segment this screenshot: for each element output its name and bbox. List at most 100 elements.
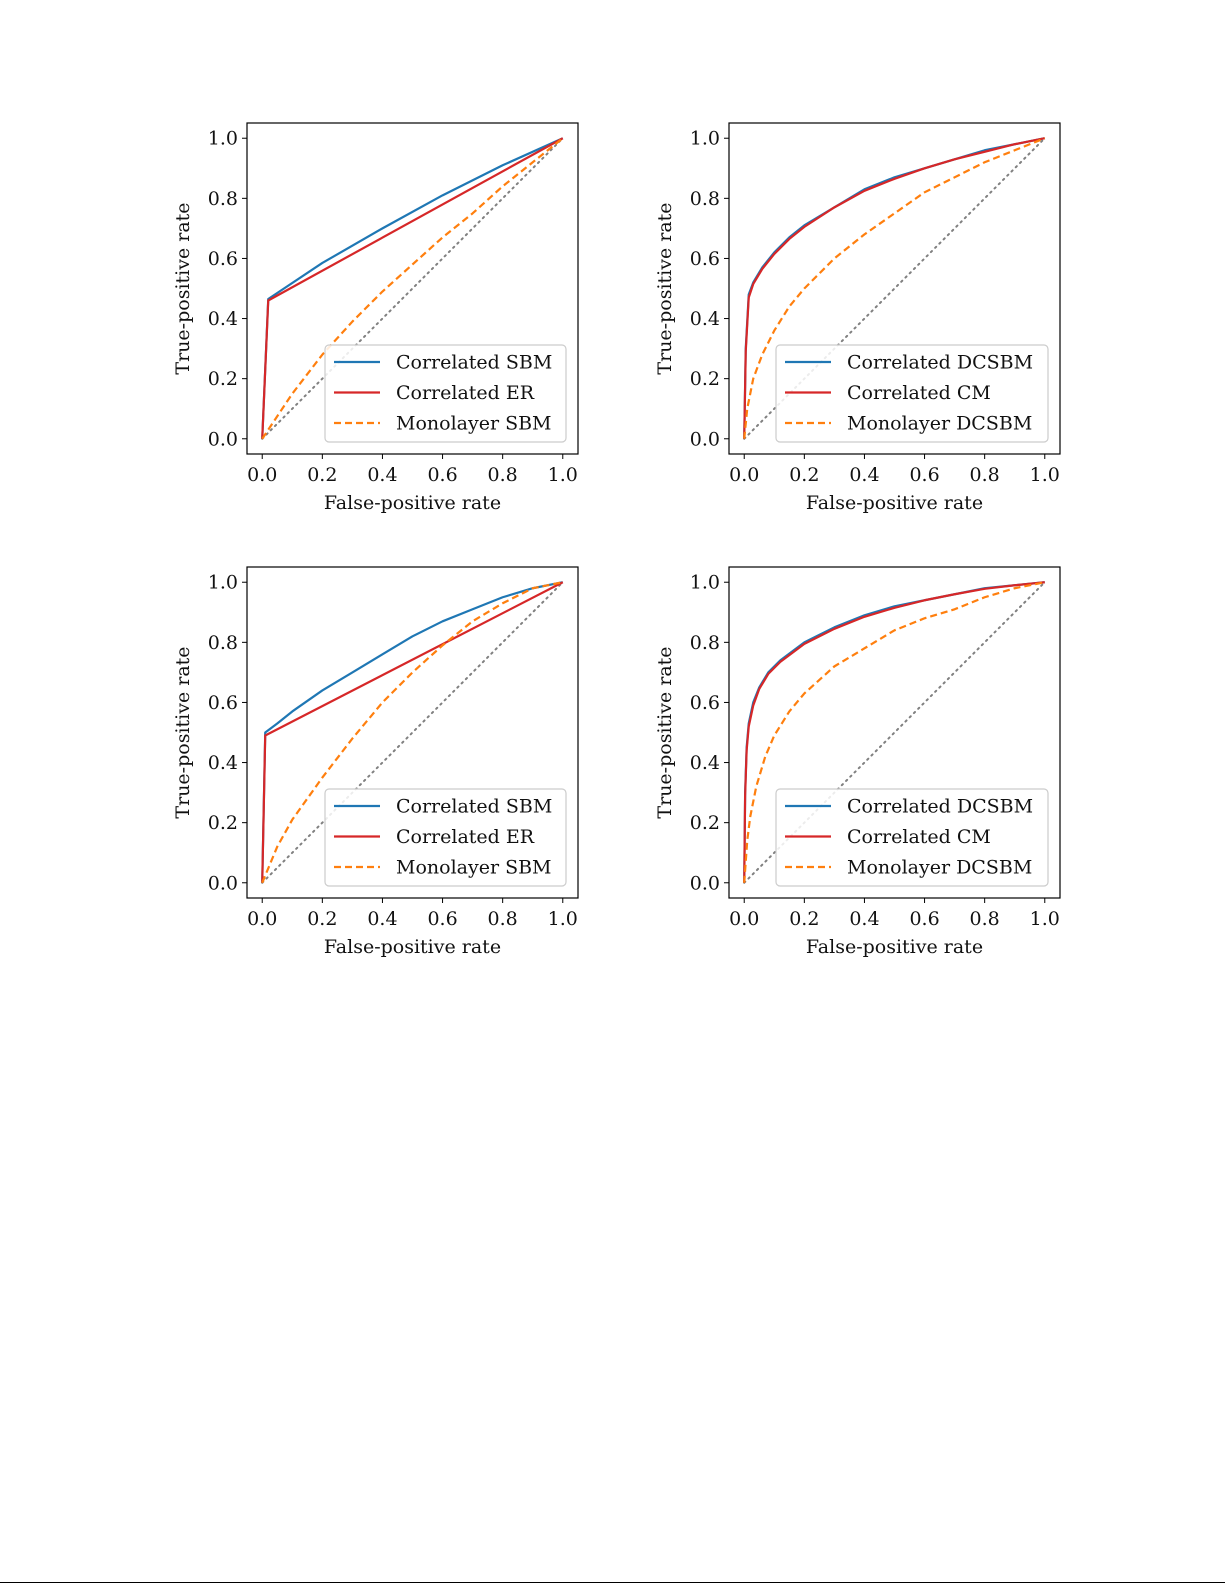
x-tick-label: 1.0	[1030, 464, 1060, 486]
y-tick-label: 1.0	[208, 128, 238, 150]
x-tick-label: 0.0	[247, 908, 277, 930]
y-tick-label: 0.4	[690, 308, 720, 330]
y-tick-label: 0.0	[208, 872, 238, 894]
y-tick-label: 0.2	[690, 368, 720, 390]
x-tick-label: 0.8	[970, 464, 1000, 486]
x-axis-label: False-positive rate	[324, 492, 501, 514]
page-bottom-rule	[0, 1582, 1225, 1583]
axes-frame	[246, 122, 579, 455]
y-tick-label: 0.8	[208, 632, 238, 654]
y-axis-label: True-positive rate	[172, 202, 194, 374]
diagonal-reference-line	[743, 581, 1046, 884]
legend: Correlated SBM Correlated ER Monolayer SBM	[324, 788, 567, 887]
x-axis-label: False-positive rate	[324, 936, 501, 958]
axes-frame	[728, 122, 1061, 455]
diagonal-reference-line	[261, 581, 564, 884]
y-tick-label: 1.0	[690, 128, 720, 150]
legend-label: Monolayer DCSBM	[847, 857, 1032, 879]
y-axis-label: True-positive rate	[172, 646, 194, 818]
series-line-correlated-sbm	[261, 137, 564, 439]
legend-box	[775, 788, 1049, 887]
y-tick-label: 0.8	[208, 188, 238, 210]
y-tick-label: 0.6	[690, 692, 720, 714]
x-tick-label: 0.4	[367, 908, 397, 930]
x-tick-label: 0.2	[307, 464, 337, 486]
x-tick-label: 0.6	[427, 908, 457, 930]
y-tick-label: 0.6	[690, 248, 720, 270]
series-line-correlated-cm	[743, 137, 1045, 439]
y-tick-label: 0.4	[690, 752, 720, 774]
x-axis-label: False-positive rate	[806, 492, 983, 514]
x-tick-label: 0.8	[488, 464, 518, 486]
series-line-correlated-er	[261, 581, 564, 883]
y-axis-label: True-positive rate	[654, 646, 676, 818]
y-tick-label: 1.0	[690, 572, 720, 594]
legend-label: Correlated CM	[847, 826, 991, 848]
chart-panel-top-left: 0.0 0.2 0.4 0.6 0.8 1.0 0.0 0.2 0.4 0.6 0.8 1.0 Fals…	[172, 122, 579, 514]
y-tick-label: 0.0	[208, 428, 238, 450]
legend-box	[775, 344, 1049, 443]
chart-panel-bottom-right: 0.0 0.2 0.4 0.6 0.8 1.0 0.0 0.2 0.4 0.6 0.8 1.0 Fals…	[654, 566, 1061, 958]
legend: Correlated DCSBM Correlated CM Monolayer D…	[775, 788, 1049, 887]
y-axis-label: True-positive rate	[654, 202, 676, 374]
y-tick-label: 0.8	[690, 188, 720, 210]
x-tick-label: 0.0	[729, 464, 759, 486]
x-tick-label: 0.8	[970, 908, 1000, 930]
x-axis-label: False-positive rate	[806, 936, 983, 958]
axes-frame	[246, 566, 579, 899]
legend: Correlated SBM Correlated ER Monolayer SBM	[324, 344, 567, 443]
diagonal-reference-line	[743, 137, 1046, 440]
axes-frame	[728, 566, 1061, 899]
legend: Correlated DCSBM Correlated CM Monolayer D…	[775, 344, 1049, 443]
x-tick-label: 1.0	[548, 464, 578, 486]
x-tick-label: 0.2	[789, 464, 819, 486]
legend-box	[324, 344, 567, 443]
y-tick-label: 0.0	[690, 872, 720, 894]
y-tick-label: 0.4	[208, 308, 238, 330]
x-tick-label: 0.4	[849, 464, 879, 486]
legend-label: Correlated SBM	[396, 796, 552, 818]
x-tick-label: 0.4	[849, 908, 879, 930]
x-tick-label: 0.4	[367, 464, 397, 486]
chart-panel-top-right: 0.0 0.2 0.4 0.6 0.8 1.0 0.0 0.2 0.4 0.6 0.8 1.0 Fals…	[654, 122, 1061, 514]
x-tick-label: 0.2	[789, 908, 819, 930]
legend-label: Monolayer DCSBM	[847, 413, 1032, 435]
x-tick-label: 0.6	[909, 464, 939, 486]
y-tick-label: 0.0	[690, 428, 720, 450]
y-tick-label: 0.4	[208, 752, 238, 774]
y-tick-label: 1.0	[208, 572, 238, 594]
x-tick-label: 0.0	[247, 464, 277, 486]
legend-label: Correlated ER	[396, 382, 535, 404]
series-line-correlated-cm	[743, 581, 1045, 883]
x-tick-label: 0.8	[488, 908, 518, 930]
series-line-correlated-er	[261, 137, 564, 439]
y-tick-label: 0.6	[208, 692, 238, 714]
y-tick-label: 0.2	[208, 368, 238, 390]
y-tick-label: 0.2	[690, 812, 720, 834]
legend-label: Monolayer SBM	[396, 413, 552, 435]
diagonal-reference-line	[261, 137, 564, 440]
x-tick-label: 0.2	[307, 908, 337, 930]
y-tick-label: 0.6	[208, 248, 238, 270]
legend-label: Monolayer SBM	[396, 857, 552, 879]
series-line-monolayer-sbm	[261, 581, 563, 884]
series-line-correlated-sbm	[261, 581, 563, 883]
series-line-monolayer-sbm	[261, 137, 564, 440]
x-tick-label: 1.0	[548, 908, 578, 930]
series-line-monolayer-dcsbm	[743, 137, 1046, 439]
legend-label: Correlated ER	[396, 826, 535, 848]
series-line-monolayer-dcsbm	[743, 581, 1045, 883]
legend-label: Correlated DCSBM	[847, 352, 1033, 374]
chart-panel-bottom-left: 0.0 0.2 0.4 0.6 0.8 1.0 0.0 0.2 0.4 0.6 0.8 1.0 Fals…	[172, 566, 579, 958]
legend-box	[324, 788, 567, 887]
x-tick-label: 0.6	[427, 464, 457, 486]
legend-label: Correlated SBM	[396, 352, 552, 374]
x-tick-label: 0.6	[909, 908, 939, 930]
legend-label: Correlated CM	[847, 382, 991, 404]
y-tick-label: 0.2	[208, 812, 238, 834]
y-tick-label: 0.8	[690, 632, 720, 654]
roc-figure: 0.0 0.2 0.4 0.6 0.8 1.0 0.0 0.2 0.4 0.6 0.8 1.0 Fals…	[172, 122, 1061, 958]
x-tick-label: 0.0	[729, 908, 759, 930]
x-tick-label: 1.0	[1030, 908, 1060, 930]
legend-label: Correlated DCSBM	[847, 796, 1033, 818]
